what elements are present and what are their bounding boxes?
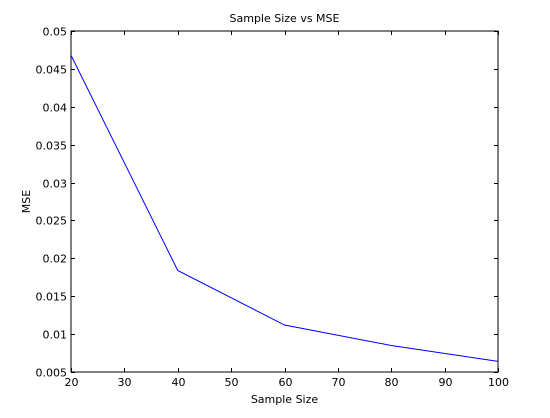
x-tick-label: 50 <box>225 376 239 389</box>
x-tick-label: 80 <box>385 376 399 389</box>
x-tick-label: 40 <box>172 376 186 389</box>
y-axis-label: MSE <box>20 190 33 213</box>
y-tick-label: 0.02 <box>43 253 68 266</box>
y-tick-label: 0.04 <box>43 102 68 115</box>
y-tick-label: 0.045 <box>36 64 68 77</box>
y-tick-label: 0.005 <box>36 367 68 380</box>
y-tick-label: 0.05 <box>43 26 68 39</box>
x-tick-label: 100 <box>488 376 509 389</box>
x-tick-label: 60 <box>279 376 293 389</box>
x-tick-label: 90 <box>439 376 453 389</box>
x-tick-label: 20 <box>65 376 79 389</box>
chart-title: Sample Size vs MSE <box>230 12 340 25</box>
y-tick-label: 0.01 <box>43 329 68 342</box>
x-tick-label: 70 <box>332 376 346 389</box>
y-tick-label: 0.015 <box>36 291 68 304</box>
y-tick-label: 0.025 <box>36 215 68 228</box>
x-axis-label: Sample Size <box>251 393 319 406</box>
x-tick-label: 30 <box>118 376 132 389</box>
y-tick-label: 0.035 <box>36 140 68 153</box>
plot-area-frame <box>70 30 499 373</box>
y-tick-label: 0.03 <box>43 178 68 191</box>
